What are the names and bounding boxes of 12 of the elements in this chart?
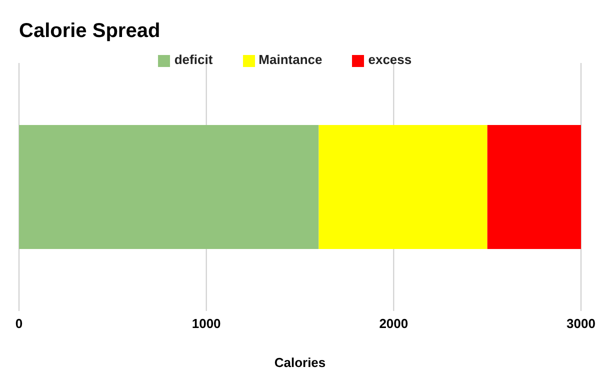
- bar: [487, 125, 581, 249]
- bar: [318, 125, 488, 249]
- legend-label: Maintance: [258, 52, 322, 67]
- x-tick-label: 1000: [192, 316, 221, 332]
- bar: [19, 125, 319, 249]
- chart-title: Calorie Spread: [19, 20, 160, 43]
- x-tick-label: 0: [15, 316, 23, 332]
- x-tick-label: 3000: [566, 316, 596, 332]
- x-axis-title: Calories: [274, 355, 326, 370]
- legend-label: excess: [368, 52, 412, 67]
- x-tick-label: 2000: [379, 316, 408, 332]
- legend-label: deficit: [174, 52, 213, 67]
